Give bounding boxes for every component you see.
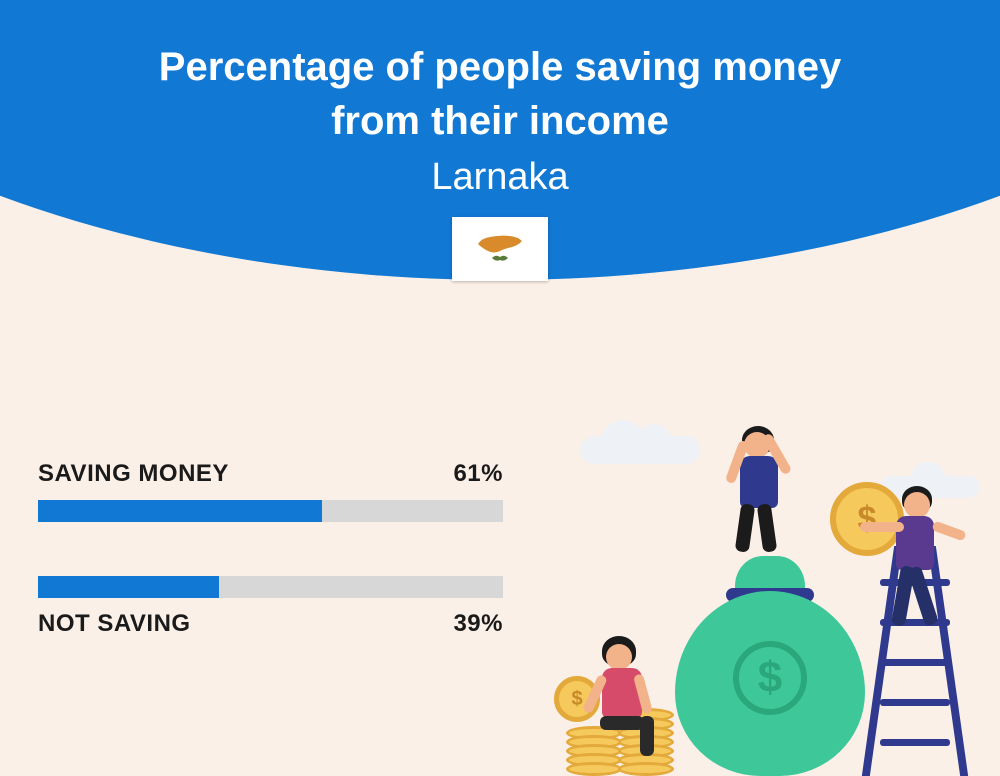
bar-fill [38, 576, 219, 598]
header: Percentage of people saving money from t… [0, 40, 1000, 281]
flag-svg [460, 224, 540, 274]
dollar-icon: $ [733, 641, 807, 715]
bar-value: 39% [453, 610, 503, 638]
person-sitting-icon: $ [560, 626, 680, 776]
bar-track [38, 576, 503, 598]
bar-chart: SAVING MONEY 61% NOT SAVING 39% [38, 460, 503, 692]
cloud-icon [580, 436, 700, 464]
bar-track [38, 500, 503, 522]
money-bag-icon: $ [675, 546, 865, 776]
coin-icon: $ [830, 482, 904, 556]
bar-labels: SAVING MONEY 61% [38, 460, 503, 488]
flag-cyprus [452, 217, 548, 281]
bar-label: SAVING MONEY [38, 460, 229, 488]
person-ladder-icon: $ [854, 486, 974, 666]
bar-value: 61% [453, 460, 503, 488]
bar-row-not-saving: NOT SAVING 39% [38, 576, 503, 638]
bar-labels: NOT SAVING 39% [38, 610, 503, 638]
subtitle: Larnaka [0, 156, 1000, 199]
savings-illustration: $ $ $ [560, 416, 990, 776]
bar-fill [38, 500, 322, 522]
title-line-2: from their income [0, 94, 1000, 148]
bar-row-saving: SAVING MONEY 61% [38, 460, 503, 522]
person-top-icon [710, 426, 830, 566]
title-line-1: Percentage of people saving money [0, 40, 1000, 94]
bar-label: NOT SAVING [38, 610, 191, 638]
